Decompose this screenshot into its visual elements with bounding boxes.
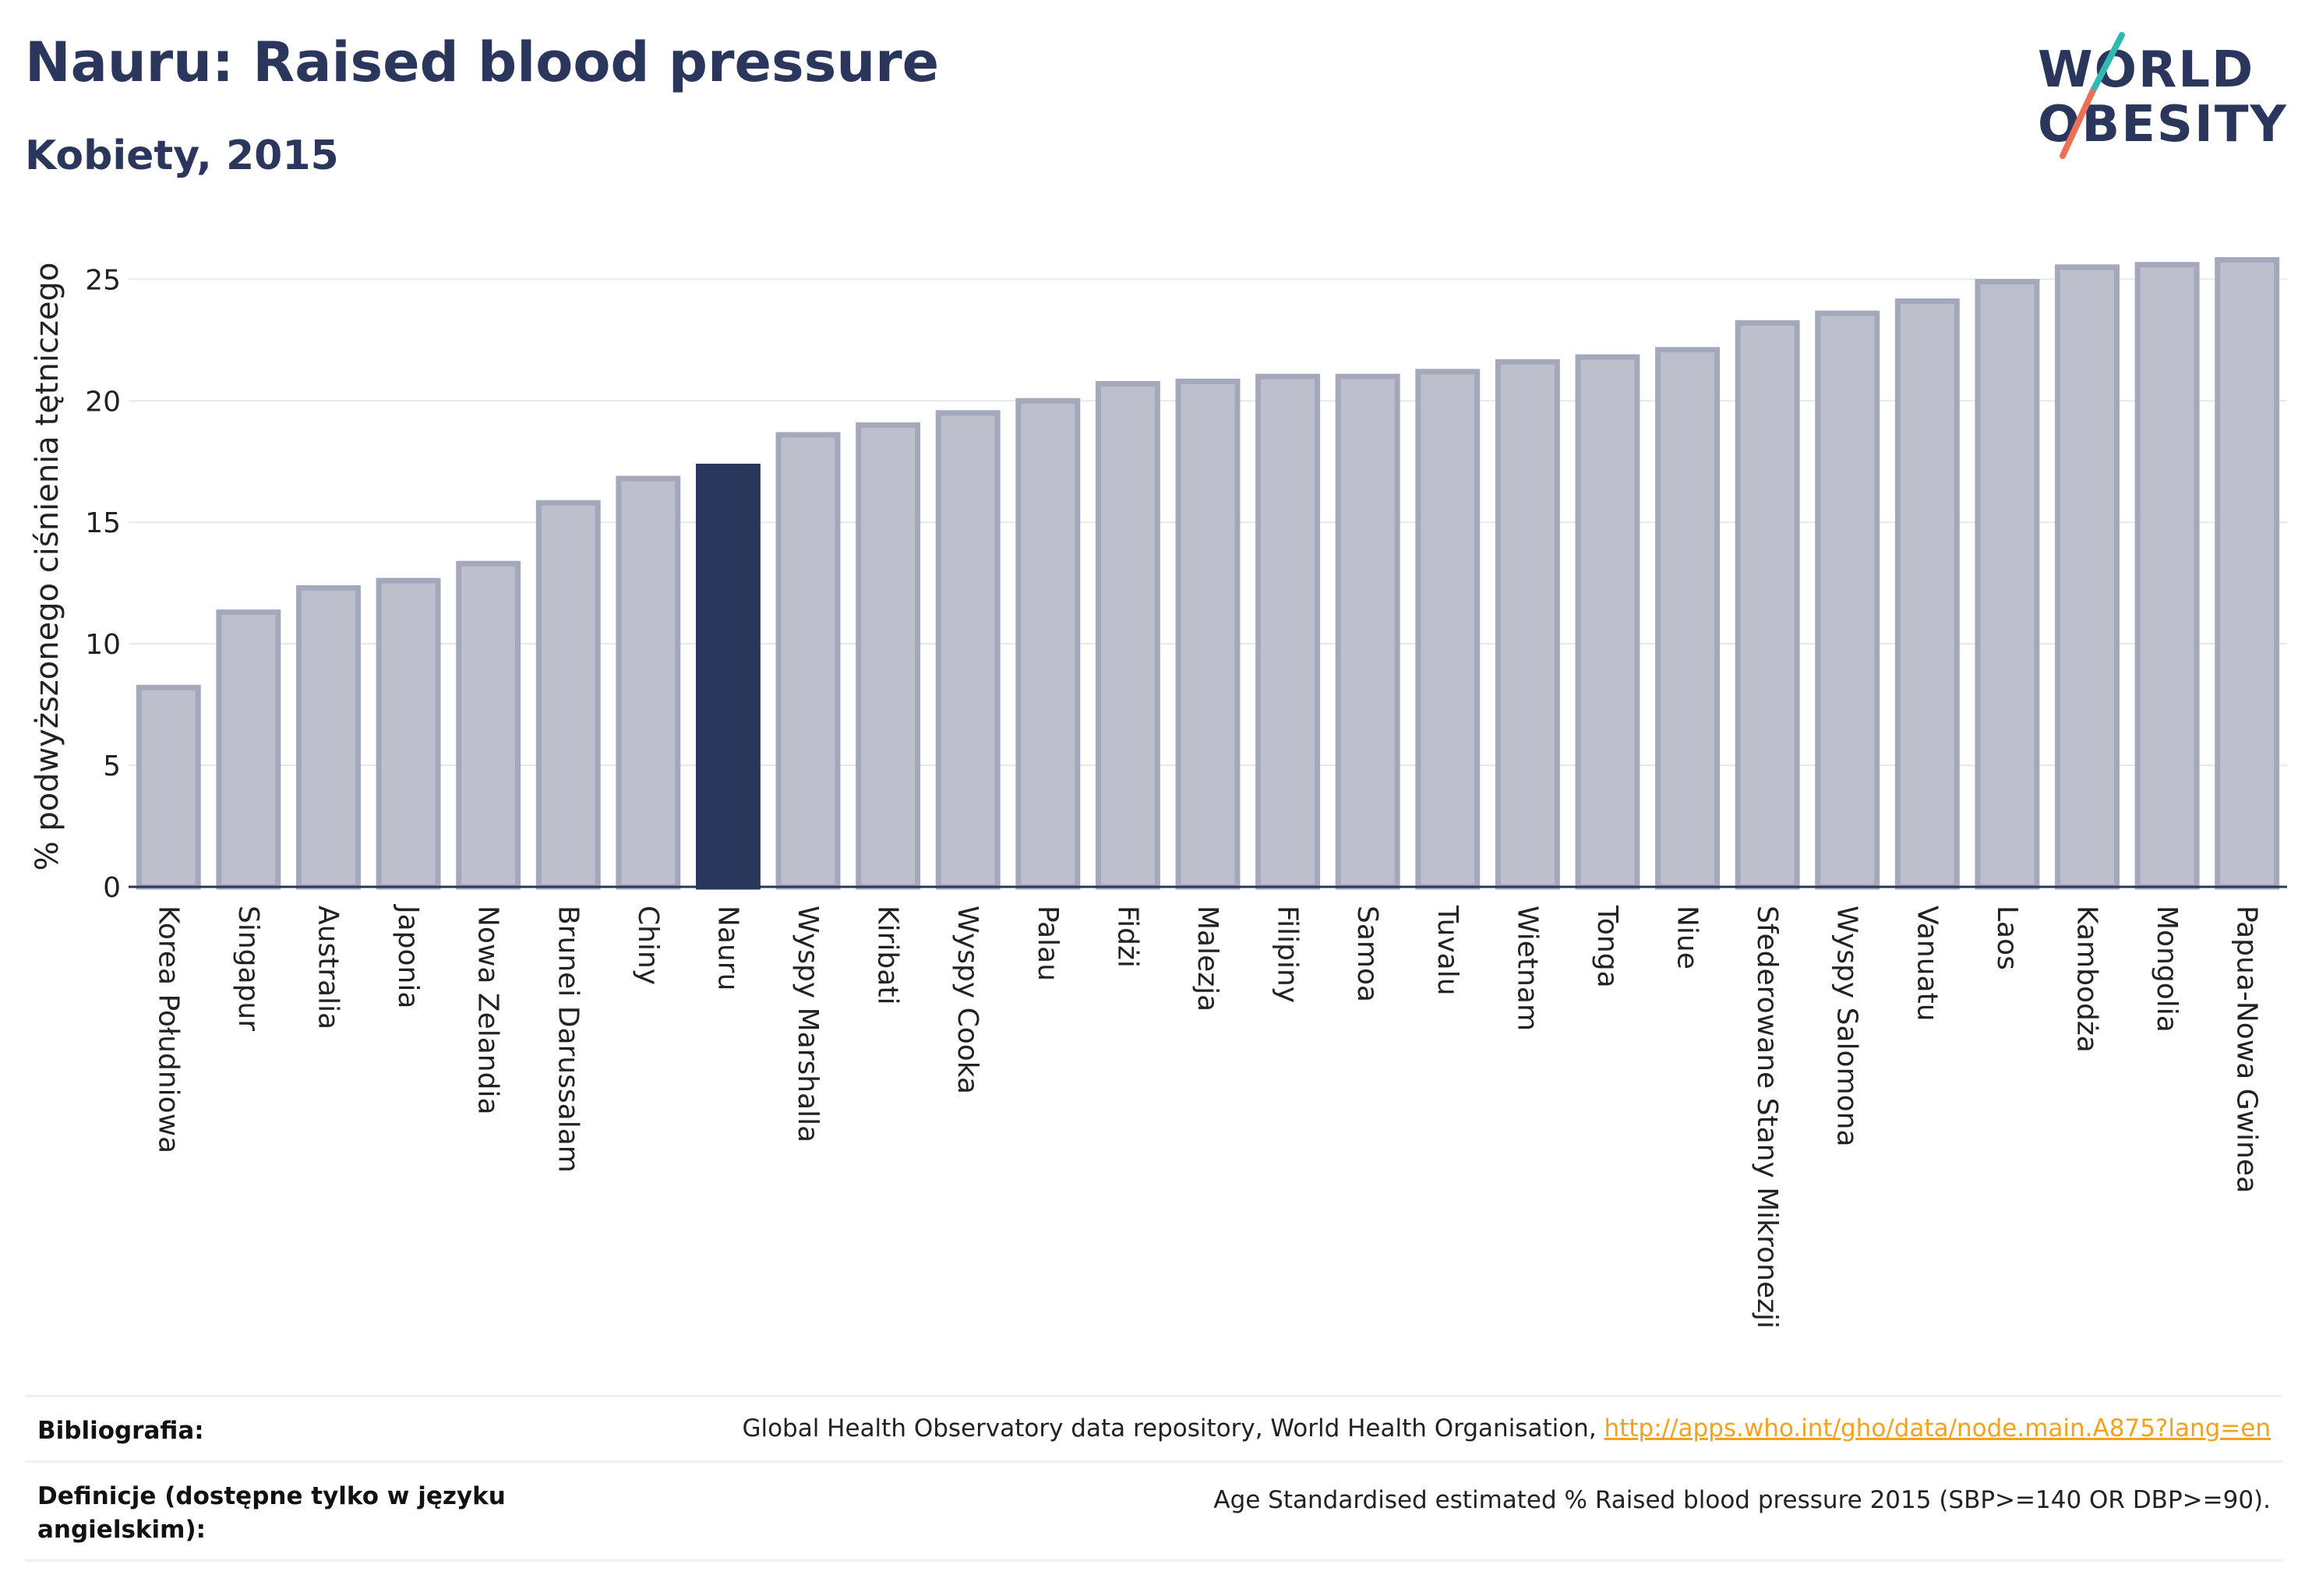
- bibliography-value: Global Health Observatory data repositor…: [742, 1414, 2271, 1442]
- x-tick-label: Tuvalu: [1431, 905, 1463, 996]
- x-tick-label: Malezja: [1191, 906, 1223, 1012]
- x-tick-label: Palau: [1032, 906, 1064, 981]
- bar: [1655, 347, 1721, 890]
- x-tick-label: Tonga: [1591, 905, 1623, 988]
- x-tick-label: Wyspy Marshalla: [792, 906, 824, 1142]
- bar: [775, 432, 841, 890]
- x-tick-label: Australia: [312, 906, 344, 1029]
- y-tick-label: 0: [103, 872, 121, 904]
- x-tick-label: Filipiny: [1272, 906, 1304, 1003]
- bar: [1495, 358, 1560, 890]
- bar: [1175, 378, 1241, 890]
- x-tick-label: Fidżi: [1111, 906, 1143, 968]
- bar: [1015, 397, 1081, 890]
- bar: [1255, 373, 1321, 890]
- x-tick-label: Papua-Nowa Gwinea: [2231, 906, 2263, 1193]
- bar-chart: 0 5 10 15 20 25 % podwyższonego ciśnienia tętn…: [30, 256, 2287, 1329]
- bar: [856, 422, 921, 890]
- x-tick-label: Kambodża: [2071, 906, 2103, 1053]
- bar: [296, 584, 361, 890]
- x-tick-label: Sfederowane Stany Mikronezji: [1751, 906, 1783, 1329]
- bar: [695, 463, 761, 890]
- y-tick-label: 25: [85, 264, 121, 296]
- bar: [2055, 264, 2120, 890]
- x-tick-label: Vanuatu: [1911, 906, 1943, 1022]
- bibliography-label: Bibliografia:: [37, 1417, 204, 1445]
- bar: [935, 410, 1001, 890]
- definitions-value: Age Standardised estimated % Raised bloo…: [1213, 1486, 2271, 1514]
- bar: [616, 475, 681, 890]
- bibliography-link[interactable]: http://apps.who.int/gho/data/node.main.A…: [1604, 1414, 2271, 1442]
- bar: [2134, 262, 2200, 890]
- bar: [1815, 310, 1880, 890]
- y-tick-label: 20: [85, 386, 121, 418]
- bar: [1894, 298, 1960, 890]
- chart-title: Nauru: Raised blood pressure: [25, 30, 940, 94]
- x-tick-label: Japonia: [392, 904, 424, 1008]
- x-tick-label: Laos: [1991, 906, 2023, 970]
- bar: [1095, 380, 1160, 890]
- y-axis-title: % podwyższonego ciśnienia tętniczego: [30, 263, 65, 871]
- bar: [1415, 369, 1481, 890]
- chart-subtitle: Kobiety, 2015: [25, 132, 339, 179]
- x-tick-label: Samoa: [1351, 906, 1383, 1002]
- bar: [136, 684, 201, 890]
- x-tick-label: Wietnam: [1511, 906, 1543, 1031]
- y-tick-label: 15: [85, 507, 121, 539]
- bar: [216, 609, 281, 890]
- bar: [1975, 278, 2040, 890]
- x-tick-label: Nowa Zelandia: [472, 906, 504, 1115]
- bar: [376, 577, 441, 890]
- bar: [1575, 354, 1640, 890]
- logo-text-world: WORLD: [2038, 41, 2255, 99]
- x-tick-label: Wyspy Cooka: [951, 906, 983, 1094]
- bibliography-text: Global Health Observatory data repositor…: [742, 1414, 1604, 1442]
- y-tick-label: 5: [103, 750, 121, 782]
- x-tick-label: Korea Południowa: [152, 906, 184, 1153]
- bar: [1335, 373, 1400, 890]
- bar: [456, 560, 521, 890]
- bar: [1735, 320, 1800, 890]
- y-tick-label: 10: [85, 629, 121, 661]
- world-obesity-logo: WORLD OBESITY: [2030, 31, 2287, 168]
- footer-bibliography-row: Bibliografia: Global Health Observatory …: [25, 1395, 2283, 1463]
- x-tick-label: Niue: [1671, 906, 1703, 969]
- x-tick-label: Wyspy Salomona: [1831, 906, 1863, 1147]
- x-tick-label: Brunei Darussalam: [552, 906, 584, 1173]
- logo-slash-icon: [2060, 32, 2125, 159]
- x-tick-label: Nauru: [711, 906, 743, 990]
- x-tick-label: Kiribati: [872, 906, 904, 1005]
- footer-definitions-row: Definicje (dostępne tylko w języku angie…: [25, 1460, 2283, 1562]
- definitions-label: Definicje (dostępne tylko w języku angie…: [37, 1482, 506, 1545]
- x-tick-label: Chiny: [632, 906, 664, 985]
- bar: [535, 500, 601, 890]
- x-tick-label: Mongolia: [2151, 906, 2183, 1033]
- x-tick-label: Singapur: [232, 906, 264, 1031]
- bar: [2215, 256, 2280, 890]
